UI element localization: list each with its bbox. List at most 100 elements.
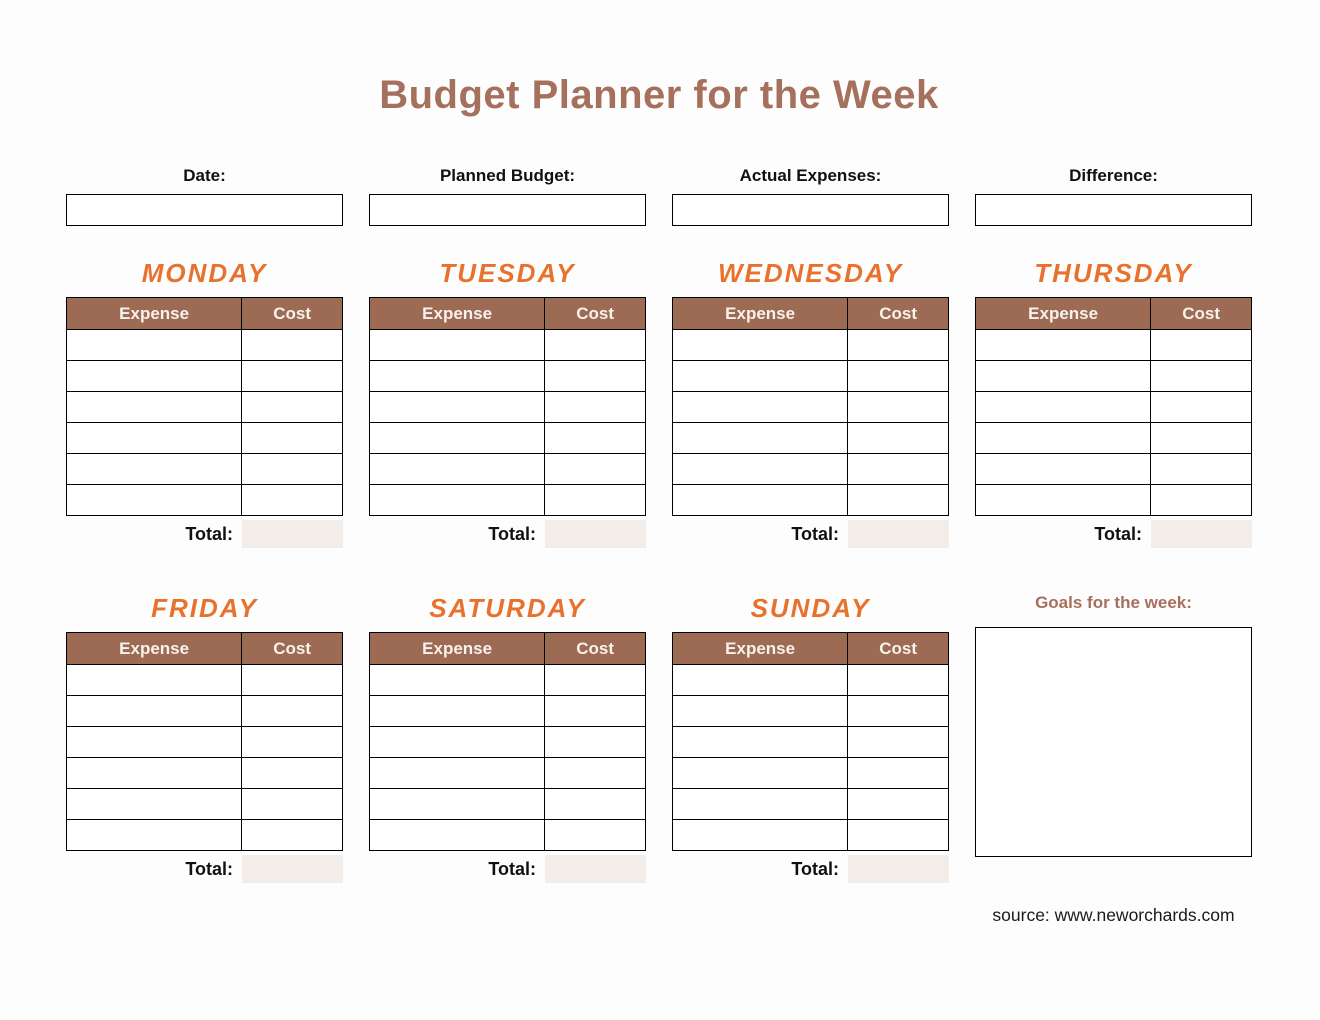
cost-cell[interactable] bbox=[847, 391, 949, 423]
expense-cell[interactable] bbox=[368, 391, 546, 423]
cost-cell[interactable] bbox=[847, 819, 949, 851]
table-row bbox=[65, 788, 343, 820]
expense-cell[interactable] bbox=[65, 695, 243, 727]
cost-cell[interactable] bbox=[1150, 453, 1252, 485]
expense-cell[interactable] bbox=[974, 484, 1152, 516]
expense-cell[interactable] bbox=[671, 453, 849, 485]
cost-cell[interactable] bbox=[241, 422, 343, 454]
cost-cell[interactable] bbox=[544, 484, 646, 516]
cost-cell[interactable] bbox=[241, 788, 343, 820]
expense-cell[interactable] bbox=[671, 726, 849, 758]
goals-input-box[interactable] bbox=[975, 627, 1252, 857]
cost-cell[interactable] bbox=[847, 726, 949, 758]
cost-cell[interactable] bbox=[544, 422, 646, 454]
total-value-box[interactable] bbox=[242, 520, 343, 548]
actual-expenses-input[interactable] bbox=[672, 194, 949, 226]
expense-cell[interactable] bbox=[974, 453, 1152, 485]
total-value-box[interactable] bbox=[848, 520, 949, 548]
expense-cell[interactable] bbox=[65, 360, 243, 392]
cost-cell[interactable] bbox=[1150, 360, 1252, 392]
expense-cell[interactable] bbox=[368, 453, 546, 485]
expense-cell[interactable] bbox=[974, 360, 1152, 392]
cost-cell[interactable] bbox=[241, 453, 343, 485]
expense-cell[interactable] bbox=[65, 664, 243, 696]
cost-cell[interactable] bbox=[1150, 391, 1252, 423]
cost-cell[interactable] bbox=[847, 484, 949, 516]
cost-cell[interactable] bbox=[847, 664, 949, 696]
expense-cell[interactable] bbox=[65, 453, 243, 485]
cost-cell[interactable] bbox=[544, 788, 646, 820]
expense-cell[interactable] bbox=[65, 819, 243, 851]
cost-cell[interactable] bbox=[847, 757, 949, 789]
cost-cell[interactable] bbox=[1150, 329, 1252, 361]
total-value-box[interactable] bbox=[545, 855, 646, 883]
cost-cell[interactable] bbox=[241, 329, 343, 361]
expense-cell[interactable] bbox=[368, 788, 546, 820]
cost-cell[interactable] bbox=[241, 757, 343, 789]
expense-cell[interactable] bbox=[65, 391, 243, 423]
expense-cell[interactable] bbox=[368, 664, 546, 696]
expense-cell[interactable] bbox=[671, 391, 849, 423]
expense-cell[interactable] bbox=[65, 788, 243, 820]
cost-cell[interactable] bbox=[847, 695, 949, 727]
cost-cell[interactable] bbox=[241, 664, 343, 696]
cost-cell[interactable] bbox=[847, 453, 949, 485]
cost-cell[interactable] bbox=[544, 819, 646, 851]
expense-cell[interactable] bbox=[65, 422, 243, 454]
total-value-box[interactable] bbox=[242, 855, 343, 883]
expense-cell[interactable] bbox=[671, 664, 849, 696]
cost-cell[interactable] bbox=[544, 360, 646, 392]
cost-cell[interactable] bbox=[241, 695, 343, 727]
total-value-box[interactable] bbox=[1151, 520, 1252, 548]
cost-cell[interactable] bbox=[1150, 484, 1252, 516]
cost-cell[interactable] bbox=[1150, 422, 1252, 454]
expense-cell[interactable] bbox=[368, 695, 546, 727]
cost-cell[interactable] bbox=[847, 329, 949, 361]
expense-cell[interactable] bbox=[368, 422, 546, 454]
expense-cell[interactable] bbox=[368, 819, 546, 851]
cost-cell[interactable] bbox=[847, 422, 949, 454]
cost-cell[interactable] bbox=[241, 391, 343, 423]
expense-cell[interactable] bbox=[671, 819, 849, 851]
expense-cell[interactable] bbox=[671, 422, 849, 454]
expense-cell[interactable] bbox=[671, 484, 849, 516]
expense-cell[interactable] bbox=[368, 329, 546, 361]
expense-cell[interactable] bbox=[368, 484, 546, 516]
expense-cell[interactable] bbox=[368, 360, 546, 392]
table-row bbox=[368, 422, 646, 454]
cost-cell[interactable] bbox=[544, 329, 646, 361]
cost-cell[interactable] bbox=[544, 726, 646, 758]
expense-cell[interactable] bbox=[671, 695, 849, 727]
total-value-box[interactable] bbox=[848, 855, 949, 883]
cost-cell[interactable] bbox=[544, 391, 646, 423]
total-value-box[interactable] bbox=[545, 520, 646, 548]
cost-cell[interactable] bbox=[847, 360, 949, 392]
expense-cell[interactable] bbox=[65, 484, 243, 516]
cost-cell[interactable] bbox=[847, 788, 949, 820]
cost-cell[interactable] bbox=[241, 819, 343, 851]
expense-cell[interactable] bbox=[368, 726, 546, 758]
table-row bbox=[65, 453, 343, 485]
expense-cell[interactable] bbox=[65, 757, 243, 789]
expense-cell[interactable] bbox=[974, 329, 1152, 361]
cost-cell[interactable] bbox=[544, 695, 646, 727]
date-input[interactable] bbox=[66, 194, 343, 226]
planned-budget-input[interactable] bbox=[369, 194, 646, 226]
expense-cell[interactable] bbox=[671, 757, 849, 789]
expense-cell[interactable] bbox=[671, 788, 849, 820]
cost-cell[interactable] bbox=[241, 726, 343, 758]
difference-input[interactable] bbox=[975, 194, 1252, 226]
day-heading: FRIDAY bbox=[151, 593, 258, 623]
cost-cell[interactable] bbox=[241, 484, 343, 516]
expense-cell[interactable] bbox=[65, 329, 243, 361]
cost-cell[interactable] bbox=[241, 360, 343, 392]
expense-cell[interactable] bbox=[974, 391, 1152, 423]
expense-cell[interactable] bbox=[368, 757, 546, 789]
cost-cell[interactable] bbox=[544, 757, 646, 789]
expense-cell[interactable] bbox=[974, 422, 1152, 454]
cost-cell[interactable] bbox=[544, 453, 646, 485]
expense-cell[interactable] bbox=[671, 329, 849, 361]
expense-cell[interactable] bbox=[671, 360, 849, 392]
cost-cell[interactable] bbox=[544, 664, 646, 696]
expense-cell[interactable] bbox=[65, 726, 243, 758]
